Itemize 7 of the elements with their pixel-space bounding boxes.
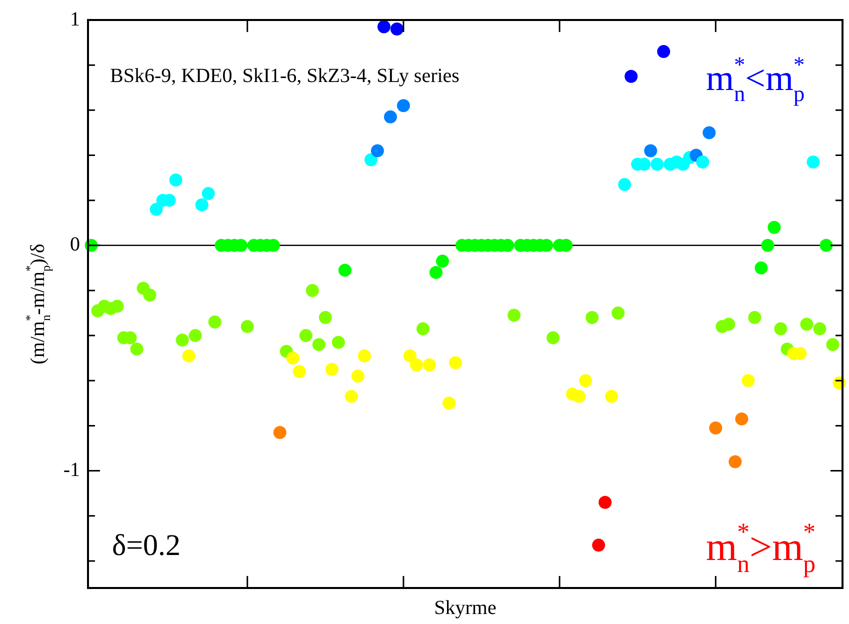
y-tick-label: 0	[70, 234, 80, 256]
y-axis-title: (m/mn*-m/mp*)/δ	[23, 244, 53, 364]
y-tick-label: -1	[63, 459, 80, 482]
y-tick-label: 1	[70, 8, 80, 30]
annotation: δ=0.2	[112, 529, 181, 562]
x-axis-title: Skyrme	[434, 597, 496, 619]
annotation: BSk6-9, KDE0, SkI1-6, SkZ3-4, SLy series	[110, 65, 460, 87]
